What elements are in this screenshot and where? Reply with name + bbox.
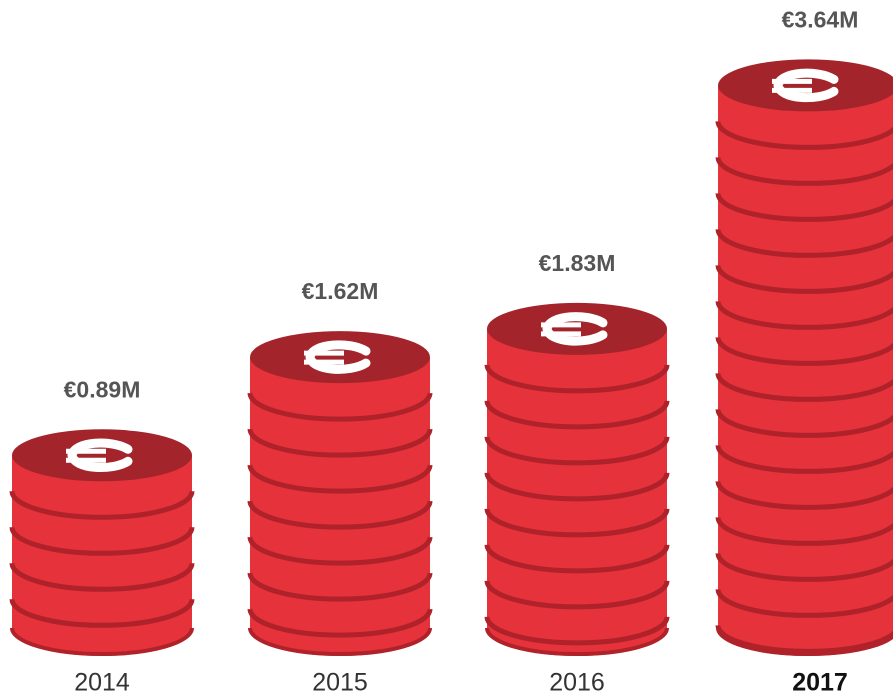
coin-edge bbox=[715, 157, 893, 186]
coin-edge bbox=[9, 598, 195, 628]
coin-edge bbox=[715, 553, 893, 582]
value-label: €1.83M bbox=[539, 250, 616, 276]
coin-edge bbox=[715, 481, 893, 510]
coin-edge bbox=[715, 409, 893, 438]
category-label: 2015 bbox=[312, 669, 368, 697]
coin-edge bbox=[10, 627, 194, 656]
coin-edge bbox=[484, 472, 670, 502]
value-label: €1.62M bbox=[302, 278, 379, 304]
coin-edge bbox=[484, 580, 670, 610]
coin-edge bbox=[715, 337, 893, 366]
value-label: €0.89M bbox=[64, 376, 141, 402]
coin-icon bbox=[542, 312, 608, 346]
coin-edge bbox=[715, 373, 893, 402]
coin-edge bbox=[715, 517, 893, 546]
coin-top bbox=[12, 429, 192, 482]
coin-edge bbox=[715, 193, 893, 222]
coin-icon bbox=[67, 438, 133, 473]
coin-body bbox=[487, 328, 667, 630]
coin-top bbox=[487, 302, 667, 355]
coin-edge bbox=[484, 364, 670, 394]
coin-top bbox=[718, 59, 893, 112]
coin-edge bbox=[715, 229, 893, 258]
coin-edge bbox=[247, 500, 433, 530]
coin-edge bbox=[247, 464, 433, 494]
coin-edge bbox=[715, 301, 893, 330]
coin-top bbox=[250, 331, 430, 384]
coin-icon bbox=[66, 448, 106, 463]
coin-icon bbox=[773, 68, 839, 103]
value-label: €3.64M bbox=[782, 6, 859, 32]
coin-edge bbox=[9, 562, 195, 592]
category-label: 2016 bbox=[549, 669, 605, 697]
category-label: 2017 bbox=[792, 669, 848, 697]
coin-icon bbox=[305, 340, 371, 374]
coin-stack bbox=[247, 331, 433, 656]
coin-edge bbox=[247, 536, 433, 566]
coin-icon bbox=[304, 350, 344, 365]
coin-edge bbox=[715, 589, 893, 618]
coin-stack bbox=[9, 429, 195, 656]
category-label: 2014 bbox=[74, 669, 130, 697]
coin-edge bbox=[248, 627, 432, 656]
coin-icon bbox=[772, 78, 812, 93]
coin-edge bbox=[9, 526, 195, 556]
coin-edge bbox=[247, 608, 433, 638]
coin-edge bbox=[716, 627, 893, 656]
coin-edge bbox=[247, 392, 433, 422]
coin-edge bbox=[485, 627, 669, 656]
coin-edge bbox=[484, 544, 670, 574]
coin-edge bbox=[484, 436, 670, 466]
coin-edge bbox=[247, 428, 433, 458]
coin-icon bbox=[541, 322, 581, 337]
coin-edge bbox=[715, 625, 893, 654]
coin-edge bbox=[484, 400, 670, 430]
coin-body bbox=[12, 455, 192, 630]
coin-edge bbox=[715, 121, 893, 150]
coin-edge bbox=[484, 616, 670, 646]
coin-edge bbox=[715, 445, 893, 474]
coin-stack bbox=[715, 59, 893, 656]
coin-edge bbox=[484, 508, 670, 538]
coin-edge bbox=[247, 572, 433, 602]
coin-edge bbox=[9, 490, 195, 520]
coin-stack bbox=[484, 302, 670, 656]
coin-edge bbox=[715, 265, 893, 294]
